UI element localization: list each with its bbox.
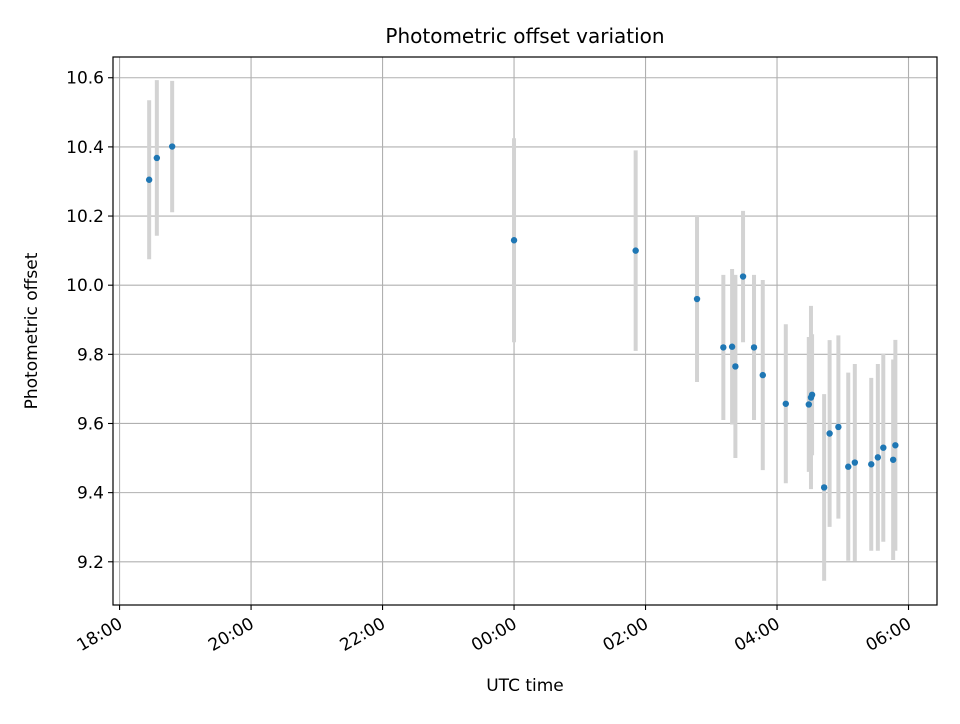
y-axis-label: Photometric offset <box>22 252 42 409</box>
y-tick-label: 9.8 <box>77 345 104 365</box>
data-point <box>782 400 789 407</box>
data-point <box>153 154 161 162</box>
data-point <box>851 459 859 466</box>
data-point <box>805 401 812 408</box>
data-point <box>732 363 739 370</box>
data-point <box>720 344 727 351</box>
chart-title: Photometric offset variation <box>385 24 664 48</box>
y-tick-label: 10.0 <box>66 276 104 296</box>
data-point <box>510 237 518 244</box>
data-point <box>693 295 701 303</box>
data-point <box>808 391 816 398</box>
data-point <box>739 273 747 280</box>
data-point <box>750 344 758 351</box>
data-point <box>880 444 887 451</box>
y-tick-label: 10.2 <box>66 207 104 227</box>
plot-area <box>113 57 937 605</box>
data-point <box>632 247 639 254</box>
data-markers <box>145 143 899 491</box>
data-point <box>889 456 897 463</box>
data-point <box>826 430 833 437</box>
grid <box>113 57 937 605</box>
data-point <box>145 176 153 183</box>
data-point <box>892 442 899 449</box>
y-tick-label: 9.6 <box>77 414 104 434</box>
x-axis-label: UTC time <box>486 676 564 696</box>
plot-frame <box>112 56 938 606</box>
y-tick-label: 10.6 <box>66 69 104 89</box>
data-point <box>845 463 852 470</box>
data-point <box>820 484 828 491</box>
data-point <box>835 423 842 431</box>
y-tick-label: 10.4 <box>66 138 104 158</box>
y-tick-label: 9.4 <box>77 484 104 504</box>
data-point <box>874 454 882 461</box>
data-point <box>168 143 176 150</box>
y-axis-ticks: 9.2 9.4 9.6 9.8 10.0 10.2 10.4 10.6 <box>66 69 113 573</box>
data-point <box>868 461 875 468</box>
y-tick-label: 9.2 <box>77 553 104 573</box>
data-point <box>728 343 736 350</box>
data-point <box>759 371 766 379</box>
